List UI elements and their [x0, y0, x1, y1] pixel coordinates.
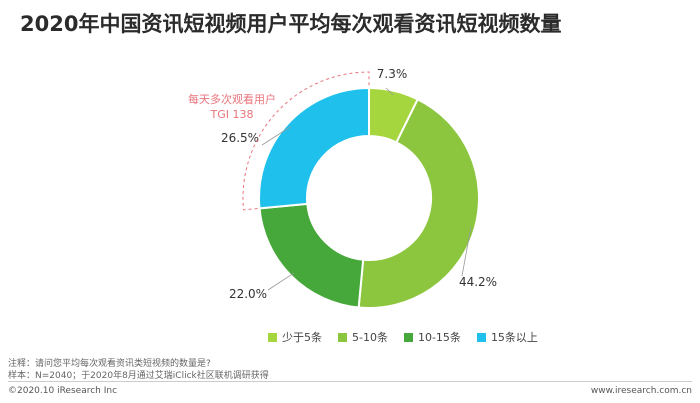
leader-line-lt5: [385, 87, 394, 96]
slice-gt15: [258, 86, 370, 210]
value-label-gt15: 26.5%: [221, 131, 259, 145]
footer-divider: [8, 381, 692, 382]
legend-item: 15条以上: [476, 329, 538, 345]
leader-lines: [261, 87, 472, 291]
legend-label: 10-15条: [417, 331, 461, 344]
leader-line-gt15: [261, 126, 291, 146]
annotation-dashed-frame: [242, 71, 370, 211]
footer-copyright: ©2020.10 iResearch Inc: [8, 386, 118, 396]
value-label-lt5: 7.3%: [377, 67, 408, 81]
legend-swatch: [403, 332, 413, 342]
note-question: 注释：请问您平均每次观看资讯类短视频的数量是?: [8, 359, 211, 369]
legend-label: 5-10条: [352, 331, 388, 344]
legend-item: 5-10条: [338, 329, 388, 345]
legend-item: 少于5条: [268, 329, 322, 345]
value-label-5-10: 44.2%: [459, 275, 497, 289]
chart-title: 2020年中国资讯短视频用户平均每次观看资讯短视频数量: [20, 12, 562, 36]
legend-swatch: [268, 332, 277, 342]
legend-swatch: [476, 332, 486, 342]
value-label-10-15: 22.0%: [229, 287, 267, 301]
leader-line-10-15: [267, 272, 295, 291]
donut-slices: [258, 86, 480, 309]
legend: 少于5条 5-10条 10-15条 15条以上: [268, 328, 538, 346]
footer-website: www.iresearch.com.cn: [590, 386, 692, 396]
leader-line-5-10: [461, 226, 472, 277]
legend-swatch: [338, 332, 347, 342]
legend-label: 少于5条: [282, 331, 322, 344]
tgi-annotation: 每天多次观看用户 TGI 138: [188, 71, 370, 211]
slice-10-15: [258, 202, 365, 309]
legend-item: 10-15条: [403, 329, 461, 345]
annotation-tgi-value: TGI 138: [210, 108, 254, 121]
legend-label: 15条以上: [490, 331, 538, 344]
note-sample: 样本：N=2040；于2020年8月通过艾瑞iClick社区联机调研获得: [8, 371, 269, 381]
annotation-label: 每天多次观看用户: [188, 92, 276, 106]
value-labels: 7.3% 44.2% 22.0% 26.5%: [221, 67, 497, 301]
slice-5-10: [357, 98, 480, 309]
